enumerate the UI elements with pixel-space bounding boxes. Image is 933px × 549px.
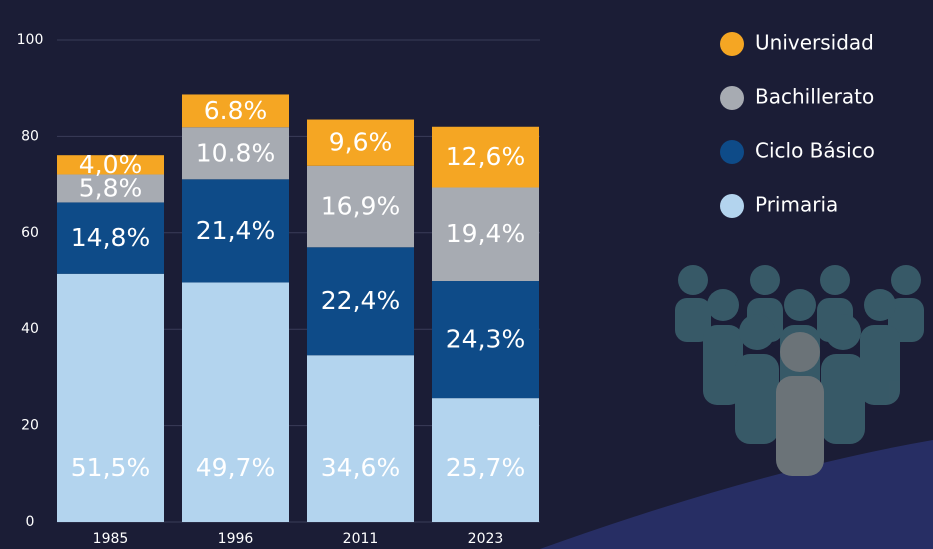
- bar-segment: [182, 179, 289, 283]
- y-tick-label: 40: [21, 321, 39, 337]
- bar-segment: [307, 119, 414, 166]
- y-tick-label: 60: [21, 225, 39, 241]
- value-label: 5,8%: [79, 173, 143, 202]
- bar-segment: [432, 281, 539, 399]
- legend-label: Bachillerato: [755, 85, 874, 109]
- value-label: 25,7%: [446, 453, 525, 482]
- value-label: 16,9%: [321, 192, 400, 221]
- y-tick-label: 80: [21, 128, 39, 144]
- decor-hill: [540, 440, 933, 549]
- bar-segment: [307, 355, 414, 522]
- value-label: 12,6%: [446, 142, 525, 171]
- bar-segment: [57, 155, 164, 175]
- legend-label: Primaria: [755, 193, 838, 217]
- bar-segment: [182, 94, 289, 128]
- bar-segment: [182, 282, 289, 522]
- bar-segment: [307, 247, 414, 356]
- y-tick-label: 100: [17, 32, 44, 48]
- bar-segment: [182, 127, 289, 180]
- value-label: 21,4%: [196, 216, 275, 245]
- bar-segment: [432, 398, 539, 522]
- center-person: [776, 332, 824, 476]
- value-label: 24,3%: [446, 325, 525, 354]
- value-label: 22,4%: [321, 286, 400, 315]
- bar-segment: [432, 187, 539, 281]
- legend-swatch: [720, 86, 744, 110]
- legend-swatch: [720, 32, 744, 56]
- y-tick-label: 0: [26, 514, 35, 530]
- value-label: 9,6%: [329, 128, 393, 157]
- x-tick-label: 1985: [93, 531, 129, 547]
- value-label: 34,6%: [321, 453, 400, 482]
- value-label: 14,8%: [71, 223, 150, 252]
- legend-swatch: [720, 140, 744, 164]
- value-label: 4,0%: [79, 150, 143, 179]
- legend-swatch: [720, 194, 744, 218]
- x-tick-label: 2023: [468, 531, 504, 547]
- value-label: 49,7%: [196, 453, 275, 482]
- y-tick-label: 20: [21, 418, 39, 434]
- legend-label: Ciclo Básico: [755, 139, 875, 163]
- x-tick-label: 2011: [343, 531, 379, 547]
- value-label: 6.8%: [204, 96, 268, 125]
- bar-segment: [57, 202, 164, 274]
- bar-segment: [432, 126, 539, 188]
- legend-label: Universidad: [755, 31, 874, 55]
- value-label: 19,4%: [446, 219, 525, 248]
- bar-segment: [57, 174, 164, 203]
- value-label: 10.8%: [196, 138, 275, 167]
- x-tick-label: 1996: [218, 531, 254, 547]
- bar-segment: [57, 273, 164, 522]
- value-label: 51,5%: [71, 453, 150, 482]
- bar-segment: [307, 165, 414, 248]
